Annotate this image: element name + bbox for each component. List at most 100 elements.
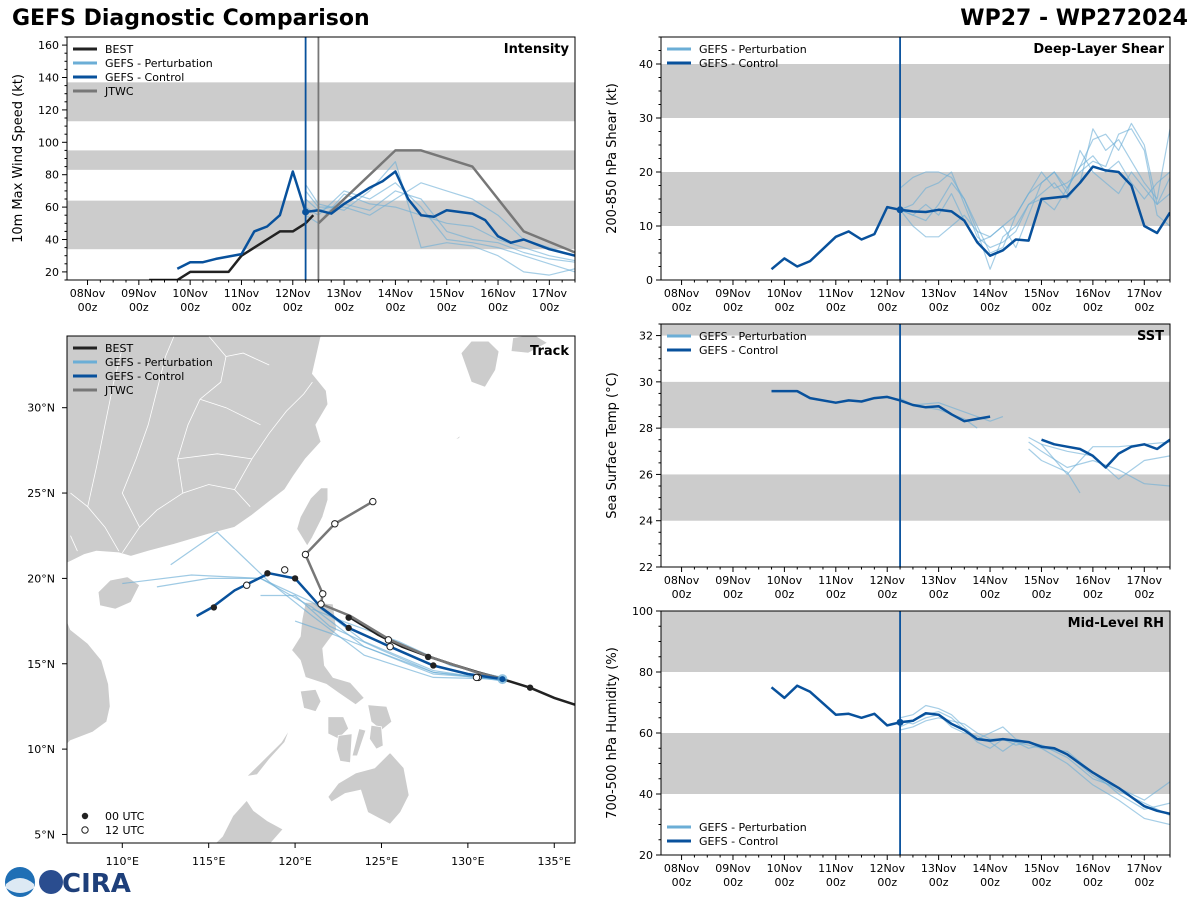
shear-xtick-label: 00z bbox=[877, 301, 897, 314]
mindoro-land bbox=[299, 688, 322, 713]
intensity-xtick-label: 00z bbox=[180, 301, 200, 314]
track-title: Track bbox=[530, 344, 569, 359]
rh-ytick-label: 60 bbox=[639, 727, 653, 740]
rh-band bbox=[661, 611, 1170, 672]
sst-xtick-label: 15Nov bbox=[1024, 574, 1060, 587]
track-pert-line bbox=[294, 620, 503, 680]
track-legend-label: JTWC bbox=[104, 384, 134, 397]
shear-pert-line bbox=[899, 122, 1170, 238]
track-xtick-label: 135°E bbox=[538, 855, 571, 868]
ryukyu-okinawa-land bbox=[427, 460, 439, 475]
track-pert-line bbox=[312, 608, 503, 678]
hainan-land bbox=[97, 576, 141, 610]
intensity-ylabel: 10m Max Wind Speed (kt) bbox=[11, 74, 26, 243]
rh-pert-line bbox=[899, 704, 1170, 801]
rh-ylabel: 700-500 hPa Humidity (%) bbox=[605, 647, 620, 819]
intensity-pert-line bbox=[305, 161, 575, 276]
intensity-ytick-label: 80 bbox=[45, 169, 59, 182]
sst-title: SST bbox=[1137, 329, 1164, 344]
page-title: GEFS Diagnostic Comparison bbox=[12, 6, 370, 31]
intensity-ytick-label: 60 bbox=[45, 201, 59, 214]
palawan-land bbox=[245, 728, 291, 777]
intensity-ytick-label: 160 bbox=[38, 39, 59, 52]
intensity-legend-label: JTWC bbox=[104, 85, 134, 98]
intensity-xtick-label: 10Nov bbox=[172, 287, 208, 300]
shear-xtick-label: 11Nov bbox=[818, 287, 854, 300]
shear-plot-area bbox=[661, 37, 1170, 280]
intensity-xtick-label: 00z bbox=[78, 301, 98, 314]
province-border bbox=[225, 352, 270, 366]
track-plot-area bbox=[67, 336, 575, 843]
intensity-ytick-label: 120 bbox=[38, 104, 59, 117]
rh-band bbox=[661, 733, 1170, 794]
cira-globe-icon bbox=[39, 870, 63, 894]
rh-init-marker bbox=[896, 718, 904, 726]
leyte-land bbox=[368, 724, 384, 750]
rh-xtick-label: 09Nov bbox=[715, 862, 751, 875]
track-best-00utc-marker bbox=[345, 614, 352, 621]
intensity-band bbox=[67, 200, 575, 250]
intensity-best-line bbox=[149, 214, 315, 280]
rh-ytick-label: 20 bbox=[639, 849, 653, 862]
cebu-land bbox=[351, 728, 367, 757]
rh-ytick-label: 100 bbox=[632, 605, 653, 618]
rh-xtick-label: 10Nov bbox=[767, 862, 803, 875]
shear-xtick-label: 00z bbox=[826, 301, 846, 314]
shear-ctrl-line bbox=[770, 165, 1170, 271]
sst-xtick-label: 13Nov bbox=[921, 574, 957, 587]
sst-xtick-label: 00z bbox=[826, 588, 846, 601]
track-best-00utc-marker bbox=[526, 684, 534, 691]
borneo-land bbox=[215, 799, 284, 843]
rh-xtick-label: 00z bbox=[1032, 876, 1052, 889]
intensity-xtick-label: 17Nov bbox=[532, 287, 568, 300]
intensity-xtick-label: 13Nov bbox=[326, 287, 362, 300]
sst-ctrl-line bbox=[771, 389, 991, 423]
sst-xtick-label: 00z bbox=[929, 588, 949, 601]
noaa-wave-icon bbox=[6, 878, 34, 893]
rh-xtick-label: 08Nov bbox=[664, 862, 700, 875]
sst-xtick-label: 09Nov bbox=[715, 574, 751, 587]
track-control-00utc-marker bbox=[264, 570, 271, 577]
track-legend-12utc-marker bbox=[81, 826, 89, 834]
cira-wordmark: CIRA bbox=[62, 869, 131, 899]
shear-band bbox=[661, 172, 1170, 226]
track-xtick-label: 120°E bbox=[278, 855, 311, 868]
intensity-xtick-label: 00z bbox=[232, 301, 252, 314]
intensity-xtick-label: 00z bbox=[386, 301, 406, 314]
ryukyu-amami-land bbox=[453, 434, 462, 441]
sst-ylabel: Sea Surface Temp (°C) bbox=[605, 372, 620, 519]
intensity-pert-line bbox=[305, 193, 575, 262]
intensity-xtick-label: 15Nov bbox=[429, 287, 465, 300]
sst-xtick-label: 00z bbox=[672, 588, 692, 601]
cira-logo: CIRA bbox=[5, 867, 131, 899]
track-frame bbox=[66, 335, 576, 844]
track-jtwc-12utc-marker bbox=[384, 636, 393, 644]
panay-land bbox=[327, 716, 350, 740]
province-border bbox=[70, 535, 78, 552]
shear-xtick-label: 00z bbox=[672, 301, 692, 314]
province-border bbox=[199, 398, 261, 426]
intensity-pert-line bbox=[305, 182, 575, 273]
rh-xtick-label: 00z bbox=[826, 876, 846, 889]
intensity-title: Intensity bbox=[504, 42, 570, 57]
sst-pert-line bbox=[1028, 448, 1081, 494]
sst-xtick-label: 14Nov bbox=[972, 574, 1008, 587]
rh-pert-line bbox=[899, 714, 1170, 826]
rh-xtick-label: 14Nov bbox=[972, 862, 1008, 875]
track-legend-label: BEST bbox=[105, 342, 133, 355]
shear-xtick-label: 15Nov bbox=[1024, 287, 1060, 300]
track-pert-line bbox=[170, 531, 503, 680]
sst-legend-label: GEFS - Perturbation bbox=[699, 330, 807, 343]
intensity-xtick-label: 11Nov bbox=[224, 287, 260, 300]
track-xtick-label: 110°E bbox=[106, 855, 139, 868]
track-control-12utc-marker bbox=[386, 642, 394, 651]
intensity-xtick-label: 00z bbox=[437, 301, 457, 314]
shear-xtick-label: 09Nov bbox=[715, 287, 751, 300]
province-border bbox=[70, 492, 120, 552]
sst-ytick-label: 32 bbox=[639, 330, 653, 343]
track-xtick-label: 115°E bbox=[192, 855, 225, 868]
intensity-ytick-label: 20 bbox=[45, 266, 59, 279]
track-xtick-label: 130°E bbox=[451, 855, 484, 868]
sst-ytick-label: 28 bbox=[639, 422, 653, 435]
rh-legend-label: GEFS - Perturbation bbox=[699, 821, 807, 834]
